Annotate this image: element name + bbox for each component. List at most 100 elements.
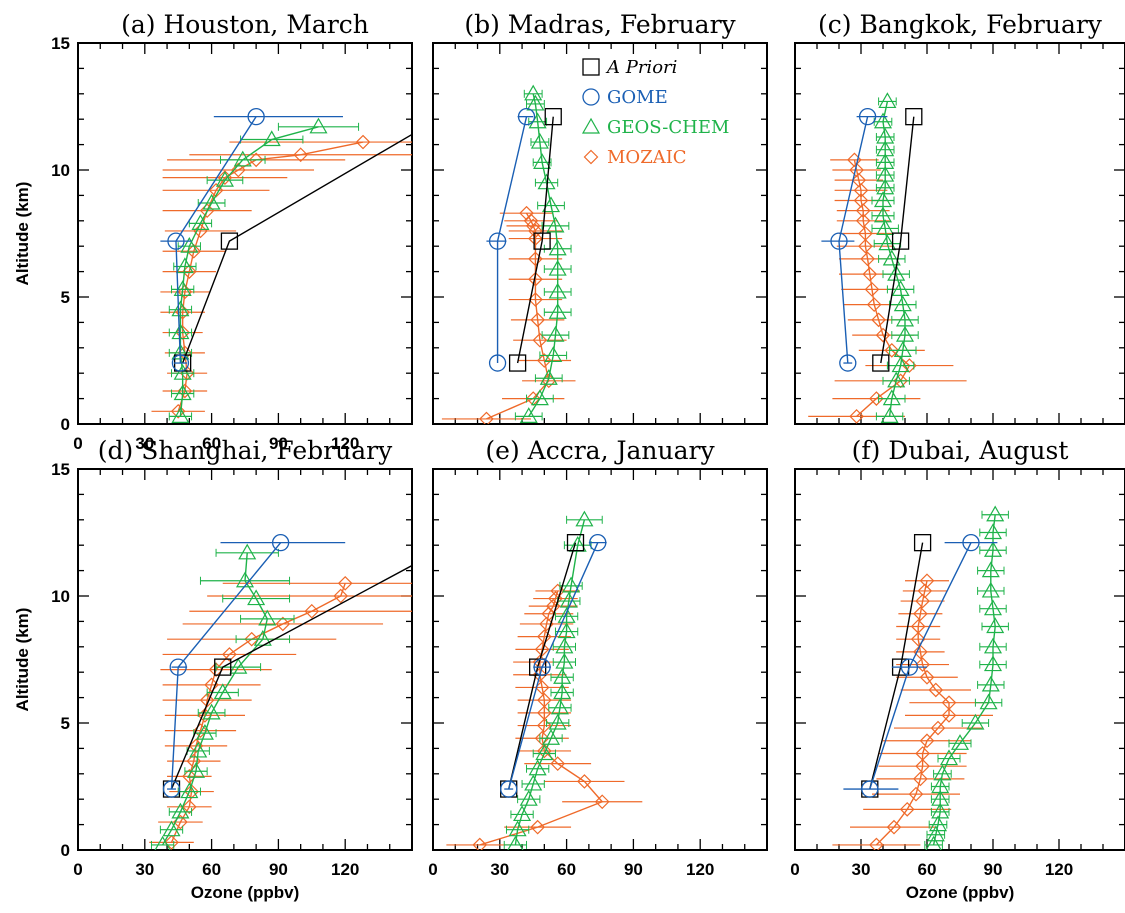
data-point: [162, 780, 181, 798]
data-point: [928, 682, 944, 698]
data-point: [548, 239, 567, 256]
data-point: [939, 749, 959, 766]
data-point: [528, 759, 547, 776]
y-tick-label: 0: [61, 415, 70, 434]
data-point: [966, 713, 985, 730]
data-point: [873, 191, 893, 208]
data-point: [528, 251, 543, 267]
data-point: [880, 407, 899, 423]
data-point: [941, 708, 957, 723]
data-point: [983, 655, 1003, 672]
data-point: [873, 206, 893, 223]
series-line: [514, 519, 586, 846]
data-point: [170, 403, 186, 419]
data-point: [925, 835, 942, 850]
legend-marker: [581, 117, 601, 134]
data-point: [534, 641, 550, 657]
data-point: [979, 693, 998, 710]
data-point: [247, 589, 266, 606]
data-point: [562, 576, 581, 593]
data-point: [884, 342, 900, 358]
data-point: [557, 622, 576, 639]
data-point: [887, 264, 906, 281]
x-tick-label: 120: [331, 860, 359, 879]
data-point: [167, 232, 185, 250]
data-point: [479, 411, 494, 424]
series-line: [162, 552, 269, 846]
x-tick-label: 30: [135, 860, 154, 879]
series-geoschem: [924, 505, 1009, 850]
data-point: [524, 774, 543, 791]
data-point: [191, 214, 210, 230]
axis-frame: [432, 42, 768, 425]
data-point: [981, 675, 1000, 692]
panel-3: (c) Bangkok, February: [794, 10, 1125, 425]
data-point: [878, 234, 897, 251]
data-point: [154, 835, 171, 850]
panel-title: (f) Dubai, August: [852, 436, 1069, 465]
panel-title: (b) Madras, February: [464, 10, 736, 39]
data-point: [230, 162, 246, 178]
data-point: [919, 733, 935, 749]
data-point: [530, 132, 549, 149]
data-point: [530, 312, 546, 328]
data-point: [882, 389, 901, 406]
data-point: [895, 325, 915, 342]
data-point: [171, 323, 190, 340]
plot-area: [832, 505, 1009, 850]
data-point: [858, 108, 877, 126]
data-point: [913, 644, 928, 660]
y-axis-label: Altitude (km): [13, 182, 32, 286]
series-line: [170, 583, 346, 843]
series-line: [170, 542, 282, 790]
data-point: [853, 193, 869, 208]
data-point: [915, 746, 930, 761]
data-point: [525, 218, 541, 234]
x-tick-label: 60: [918, 860, 937, 879]
panel-5: (e) Accra, January 0 30 60 90 120: [428, 436, 768, 879]
y-axis-label: Altitude (km): [13, 608, 32, 712]
axis-frame: [77, 42, 413, 425]
data-point: [893, 295, 912, 312]
data-point: [983, 523, 1003, 540]
data-point: [164, 835, 179, 850]
data-point: [199, 692, 215, 708]
axis-frame: [77, 468, 413, 851]
data-point: [528, 231, 543, 246]
data-point: [913, 534, 932, 552]
x-tick-label: 90: [269, 434, 288, 453]
data-point: [238, 543, 257, 560]
x-tick-label: 0: [428, 860, 437, 879]
data-point: [566, 534, 585, 552]
x-tick-label: 30: [135, 434, 154, 453]
legend: A Priori GOME GEOS-CHEM MOZAIC: [581, 57, 729, 168]
data-point: [202, 193, 221, 210]
data-point: [541, 196, 561, 213]
data-point: [233, 150, 252, 167]
data-point: [886, 819, 902, 835]
data-point: [553, 683, 572, 700]
data-point: [355, 134, 371, 150]
data-point: [214, 658, 232, 676]
data-point: [508, 820, 527, 837]
data-point: [908, 786, 924, 802]
data-point: [507, 835, 524, 850]
data-point: [544, 108, 562, 126]
plot-area: [808, 92, 967, 424]
series-geoschem: [514, 84, 572, 423]
data-point: [882, 249, 901, 266]
y-tick-label: 10: [51, 587, 70, 606]
series-geoschem: [871, 92, 919, 423]
data-point: [589, 534, 607, 552]
series-line: [496, 116, 528, 364]
data-point: [983, 637, 1003, 654]
series-gome: [162, 534, 346, 798]
x-tick-label: 90: [984, 860, 1003, 879]
data-point: [528, 271, 543, 287]
data-point: [548, 713, 567, 730]
data-point: [175, 257, 194, 274]
data-point: [544, 346, 563, 363]
series-apriori: [872, 108, 923, 372]
x-tick-label: 120: [1045, 860, 1073, 879]
